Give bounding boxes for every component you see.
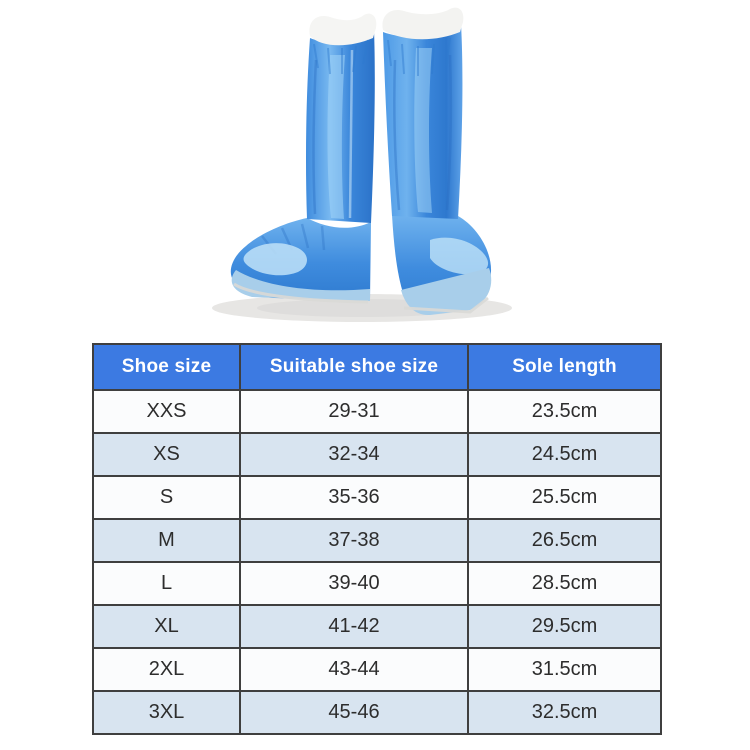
product-photo <box>0 0 750 343</box>
table-cell: 32.5cm <box>467 690 662 735</box>
table-cell: S <box>92 475 241 520</box>
table-row: L 39-40 28.5cm <box>92 561 662 606</box>
table-row: XS 32-34 24.5cm <box>92 432 662 477</box>
table-cell: 26.5cm <box>467 518 662 563</box>
table-cell: 29-31 <box>239 389 469 434</box>
table-cell: 39-40 <box>239 561 469 606</box>
table-cell: 35-36 <box>239 475 469 520</box>
table-row: 2XL 43-44 31.5cm <box>92 647 662 692</box>
table-row: S 35-36 25.5cm <box>92 475 662 520</box>
table-cell: 23.5cm <box>467 389 662 434</box>
boot-left <box>230 13 377 304</box>
table-cell: M <box>92 518 241 563</box>
table-cell: XS <box>92 432 241 477</box>
table-cell: 41-42 <box>239 604 469 649</box>
table-cell: 3XL <box>92 690 241 735</box>
col-header-sole-length: Sole length <box>467 343 662 391</box>
table-row: XXS 29-31 23.5cm <box>92 389 662 434</box>
table-row: XL 41-42 29.5cm <box>92 604 662 649</box>
table-cell: 2XL <box>92 647 241 692</box>
table-cell: 43-44 <box>239 647 469 692</box>
table-cell: XL <box>92 604 241 649</box>
table-row: 3XL 45-46 32.5cm <box>92 690 662 735</box>
shoe-covers-illustration <box>212 7 512 322</box>
table-cell: 28.5cm <box>467 561 662 606</box>
table-cell: 31.5cm <box>467 647 662 692</box>
table-cell: 25.5cm <box>467 475 662 520</box>
boot-right <box>382 7 492 316</box>
table-cell: 37-38 <box>239 518 469 563</box>
col-header-suitable-shoe-size: Suitable shoe size <box>239 343 469 391</box>
table-cell: 24.5cm <box>467 432 662 477</box>
size-chart-table: Shoe size Suitable shoe size Sole length… <box>92 343 662 735</box>
table-row: M 37-38 26.5cm <box>92 518 662 563</box>
table-cell: 45-46 <box>239 690 469 735</box>
table-cell: L <box>92 561 241 606</box>
table-cell: 29.5cm <box>467 604 662 649</box>
col-header-shoe-size: Shoe size <box>92 343 241 391</box>
table-cell: XXS <box>92 389 241 434</box>
table-cell: 32-34 <box>239 432 469 477</box>
table-header-row: Shoe size Suitable shoe size Sole length <box>92 343 662 391</box>
